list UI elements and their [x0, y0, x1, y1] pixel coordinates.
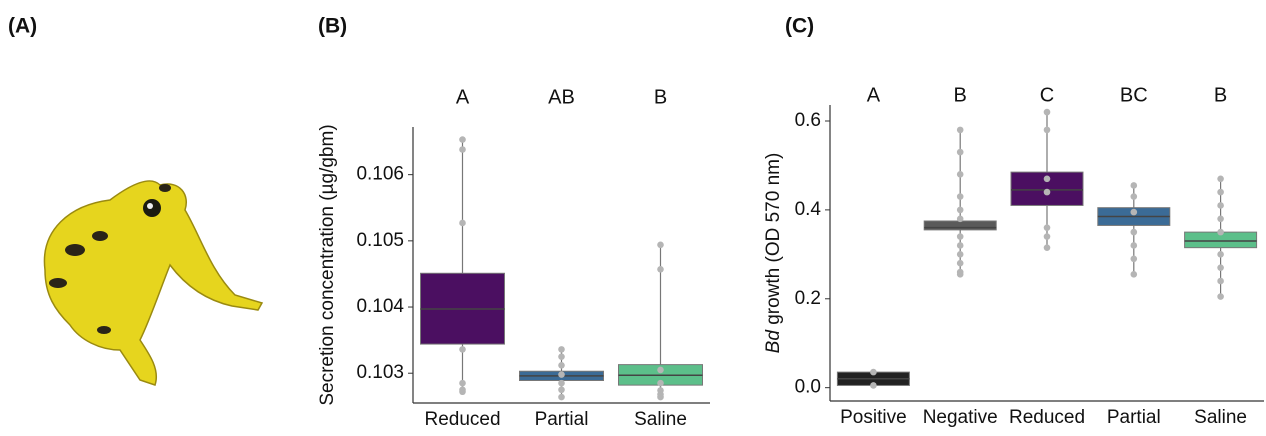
data-point: [1043, 224, 1051, 231]
y-axis-label: Secretion concentration (µg/gbm): [317, 124, 338, 405]
data-point: [1130, 255, 1138, 263]
significance-letter: B: [954, 84, 967, 106]
data-point: [459, 379, 466, 387]
data-point: [1043, 233, 1051, 240]
data-point: [870, 368, 877, 376]
data-point: [956, 233, 964, 240]
x-tick-label: Partial: [1107, 407, 1161, 428]
data-point: [870, 382, 877, 389]
x-tick-label: Positive: [840, 407, 907, 428]
panel-label: (A): [8, 15, 37, 38]
data-point: [1130, 228, 1138, 236]
data-point: [956, 215, 964, 223]
data-point: [956, 206, 964, 214]
box: [923, 220, 997, 231]
y-axis-label-italic: Bd: [763, 329, 784, 354]
significance-letter: A: [456, 86, 470, 108]
x-tick-label: Saline: [1194, 407, 1247, 428]
data-point: [558, 361, 565, 369]
data-point: [1217, 293, 1224, 300]
frog-photo: [43, 180, 264, 386]
significance-letter: A: [867, 84, 881, 106]
data-point: [459, 388, 466, 396]
x-tick-label: Negative: [923, 407, 998, 428]
data-point: [558, 353, 565, 360]
data-point: [558, 379, 565, 387]
x-tick-label: Partial: [535, 409, 589, 430]
data-point: [1043, 126, 1051, 134]
y-tick-label: 0.103: [356, 362, 404, 383]
data-point: [1043, 108, 1051, 116]
panel-label: (C): [785, 15, 814, 38]
data-point: [1043, 244, 1051, 251]
data-point: [657, 379, 664, 387]
data-point: [657, 393, 664, 401]
y-axis-label-text: growth (OD 570 nm): [763, 153, 784, 330]
data-point: [956, 171, 964, 178]
significance-letter: BC: [1120, 84, 1148, 106]
y-tick-label: 0.0: [795, 377, 821, 398]
data-point: [1043, 188, 1051, 196]
data-point: [459, 136, 466, 143]
y-tick-label: 0.6: [795, 110, 821, 131]
data-point: [1217, 277, 1224, 285]
significance-letter: B: [1214, 84, 1227, 106]
significance-letter: B: [654, 86, 667, 108]
data-point: [956, 126, 964, 134]
data-point: [1130, 182, 1138, 189]
y-axis-label-text: Secretion concentration (µg/gbm): [317, 124, 338, 405]
data-point: [459, 146, 466, 153]
data-point: [956, 259, 964, 267]
data-point: [1217, 251, 1224, 258]
data-point: [459, 346, 466, 353]
data-point: [1043, 175, 1051, 183]
y-tick-label: 0.104: [356, 296, 404, 317]
x-tick-label: Reduced: [424, 409, 500, 430]
data-point: [1217, 215, 1224, 223]
y-tick-label: 0.106: [356, 164, 404, 185]
data-point: [1217, 228, 1224, 236]
y-tick-label: 0.2: [795, 288, 821, 309]
significance-letter: C: [1040, 84, 1054, 106]
data-point: [459, 219, 466, 227]
data-point: [1130, 208, 1138, 216]
data-point: [956, 193, 964, 200]
data-point: [558, 371, 565, 378]
panel-label: (B): [318, 15, 347, 38]
data-point: [956, 271, 964, 278]
data-point: [1217, 188, 1224, 196]
data-point: [558, 386, 565, 394]
x-tick-label: Reduced: [1009, 407, 1085, 428]
data-point: [956, 242, 964, 249]
data-point: [1217, 175, 1224, 183]
data-point: [1130, 271, 1138, 278]
data-point: [657, 366, 664, 374]
x-tick-label: Saline: [634, 409, 687, 430]
data-point: [1130, 242, 1138, 249]
data-point: [1217, 202, 1224, 209]
y-axis-label: Bd growth (OD 570 nm): [763, 153, 784, 354]
data-point: [657, 266, 664, 273]
data-point: [956, 251, 964, 258]
data-point: [1217, 264, 1224, 271]
y-tick-label: 0.4: [795, 199, 822, 220]
data-point: [657, 241, 664, 249]
significance-letter: AB: [548, 86, 575, 108]
data-point: [558, 346, 565, 353]
y-tick-label: 0.105: [356, 230, 404, 251]
data-point: [956, 148, 964, 156]
data-point: [1130, 193, 1138, 200]
data-point: [558, 393, 565, 401]
